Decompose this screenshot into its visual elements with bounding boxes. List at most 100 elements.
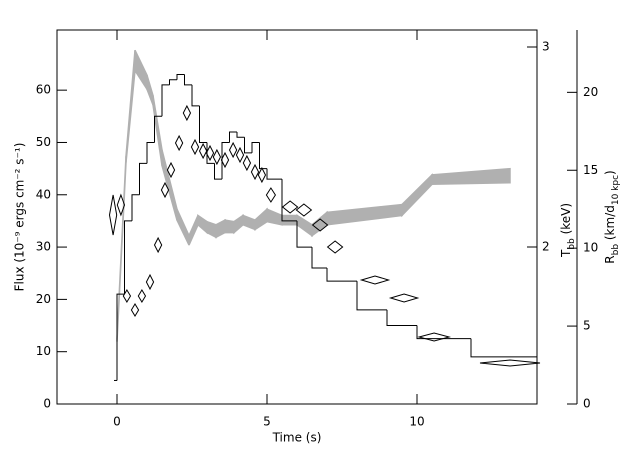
y-tick-label: 20 [36,292,51,306]
histogram-step [116,293,125,381]
temperature-point [257,166,267,184]
y2-tick-label: 3 [542,40,550,54]
temperature-point [388,293,420,303]
y-tick-label: 30 [36,240,51,254]
temperature-point [198,142,208,160]
histogram-step [176,73,185,80]
histogram-step [139,162,147,195]
radius-band [215,218,226,239]
histogram-step [184,74,192,86]
histogram-step [124,220,132,295]
temperature-point [212,148,222,166]
temperature-point [182,104,192,122]
plot-frame [56,29,538,405]
histogram-step [206,142,215,164]
x-tick-label: 0 [113,415,121,429]
y-axis-label: Flux (10⁻⁹ ergs cm⁻² s⁻¹) [13,143,27,292]
temperature-point [281,200,299,214]
temperature-point [265,187,276,203]
temperature-point [242,154,252,172]
temperature-point [479,359,541,367]
x-tick-label: 10 [409,415,424,429]
histogram-step [356,281,387,311]
histogram-step [191,84,200,107]
histogram-step [146,141,155,164]
label-part: (km/d [603,205,617,244]
y3-tick-label: 0 [583,397,591,411]
temperature-point [153,236,163,254]
histogram-step [214,163,222,180]
y3-tick-label: 10 [583,241,598,255]
radius-band [431,167,511,186]
y2-tick-label: 2 [542,240,550,254]
histogram-step [311,247,327,269]
histogram-step [326,268,357,282]
radius-band [134,49,148,92]
x-axis-label: Time (s) [272,431,322,445]
label-part: bb [611,244,621,256]
histogram-step [169,79,177,85]
radius-band [281,214,298,226]
label-part: 10 kpc [611,175,621,205]
temperature-point [145,273,155,291]
radius-band [296,214,313,238]
histogram-step [296,220,312,248]
radius-band [326,203,403,226]
radius-band [188,215,199,246]
histogram-step [416,325,471,340]
label-part: (keV) [559,203,573,238]
y-tick-label: 10 [36,344,51,358]
label-part: ) [603,170,617,175]
label-part: bb [567,238,577,250]
radius-band [125,50,136,163]
radius-band [146,74,154,106]
temperature-point [116,193,126,217]
histogram-step [266,168,282,180]
radius-band [176,208,190,246]
histogram-step [281,179,297,222]
label-part: R [603,255,617,263]
temperature-point [359,275,391,285]
y-tick-label: 60 [36,83,51,97]
temperature-point [228,141,238,159]
temperature-point [295,203,313,217]
histogram-step [236,132,245,138]
y3-tick-label: 20 [583,85,598,99]
radius-band [254,207,268,231]
histogram-step [244,137,252,154]
y-tick-label: 0 [43,397,51,411]
temperature-point [311,218,329,232]
temperature-point [220,151,230,169]
temperature-point [122,289,132,303]
temperature-point [417,332,452,342]
histogram-step [229,131,237,143]
label-part: T [559,249,573,258]
y3-tick-label: 15 [583,163,598,177]
temperature-point [326,240,344,254]
histogram-step [259,142,267,170]
radius-band [266,208,283,226]
radius-band [206,220,217,239]
y3-axis-label: Rbb (km/d10 kpc) [603,170,621,263]
histogram-step [470,338,537,358]
temperature-point [235,146,245,164]
radius-band [401,173,433,218]
y3-tick-label: 5 [583,319,591,333]
y-tick-label: 50 [36,135,51,149]
radius-band [242,214,256,231]
histogram-step [386,309,417,327]
histogram-step [161,84,170,117]
x-tick-label: 5 [263,415,271,429]
temperature-point [108,194,118,236]
y-tick-label: 40 [36,187,51,201]
histogram-step [131,194,140,221]
radius-band [224,219,235,234]
temperature-point [190,138,200,156]
y2-axis-label: Tbb (keV) [559,203,577,258]
temperature-point [174,134,184,152]
histogram-step [199,105,207,143]
temperature-point [166,161,176,179]
temperature-point [137,289,147,303]
temperature-point [130,303,140,317]
